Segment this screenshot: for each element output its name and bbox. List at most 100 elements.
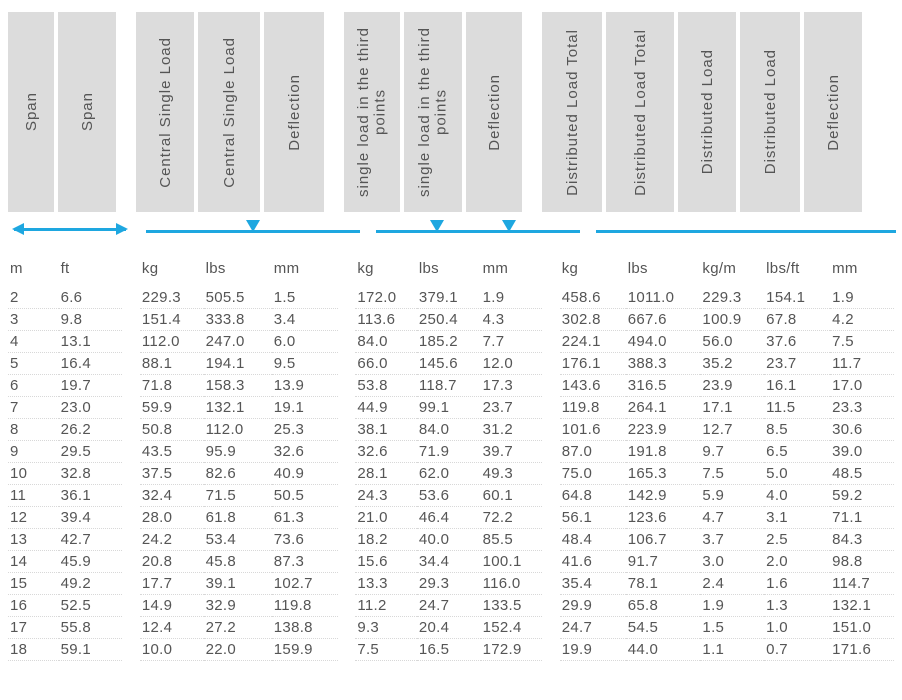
data-cell: 494.0 [626,331,701,353]
gap-cell [338,617,356,639]
gap-cell [122,309,140,331]
data-cell: 15 [8,573,59,595]
span-double-arrow-icon [14,228,126,231]
data-cell: 19.9 [560,639,626,661]
third-load-marker-b-icon [502,220,516,232]
third-load-marker-a-icon [430,220,444,232]
data-cell: 7.5 [355,639,417,661]
data-cell: 102.7 [272,573,338,595]
column-header-label: Span [23,92,40,131]
data-cell: 8 [8,419,59,441]
gap-cell [542,617,560,639]
data-cell: 112.0 [204,419,272,441]
data-cell: 53.8 [355,375,417,397]
table-row: 39.8151.4333.83.4113.6250.44.3302.8667.6… [8,309,894,331]
data-cell: 9.7 [700,441,764,463]
column-header-label: Distributed Load [699,49,716,174]
table-row: 1032.837.582.640.928.162.049.375.0165.37… [8,463,894,485]
data-cell: 99.1 [417,397,481,419]
unit-cell: kg [560,256,626,287]
gap-cell [122,507,140,529]
data-cell: 38.1 [355,419,417,441]
data-cell: 250.4 [417,309,481,331]
data-cell: 247.0 [204,331,272,353]
data-cell: 26.2 [59,419,123,441]
unit-cell: m [8,256,59,287]
data-cell: 35.4 [560,573,626,595]
data-cell: 25.3 [272,419,338,441]
data-cell: 158.3 [204,375,272,397]
data-cell: 49.2 [59,573,123,595]
data-cell: 71.9 [417,441,481,463]
gap-cell [338,331,356,353]
gap-cell [542,529,560,551]
gap-cell [338,441,356,463]
data-cell: 2.5 [764,529,830,551]
gap-cell [338,507,356,529]
data-cell: 91.7 [626,551,701,573]
table-row: 413.1112.0247.06.084.0185.27.7224.1494.0… [8,331,894,353]
gap-cell [542,485,560,507]
gap-cell [122,617,140,639]
data-cell: 165.3 [626,463,701,485]
data-cell: 11 [8,485,59,507]
gap-cell [122,353,140,375]
unit-cell: mm [481,256,543,287]
data-cell: 264.1 [626,397,701,419]
table-row: 619.771.8158.313.953.8118.717.3143.6316.… [8,375,894,397]
data-cell: 84.0 [417,419,481,441]
data-cell: 2 [8,287,59,309]
data-cell: 53.4 [204,529,272,551]
column-header-label: Central Single Load [221,37,238,188]
unit-cell: mm [272,256,338,287]
data-cell: 132.1 [204,397,272,419]
gap-cell [542,256,560,287]
data-cell: 36.1 [59,485,123,507]
data-cell: 40.0 [417,529,481,551]
data-cell: 159.9 [272,639,338,661]
data-cell: 1.1 [700,639,764,661]
data-cell: 1.9 [830,287,894,309]
data-cell: 1.0 [764,617,830,639]
data-cell: 67.8 [764,309,830,331]
data-cell: 32.6 [355,441,417,463]
data-cell: 16.1 [764,375,830,397]
data-table: mftkglbsmmkglbsmmkglbskg/mlbs/ftmm26.622… [8,256,894,661]
data-cell: 224.1 [560,331,626,353]
data-cell: 23.3 [830,397,894,419]
data-cell: 145.6 [417,353,481,375]
column-header-label: Span [79,92,96,131]
data-cell: 151.4 [140,309,204,331]
gap-cell [338,309,356,331]
data-cell: 56.1 [560,507,626,529]
group-underline-third [376,230,580,233]
column-header: single load in the third points [404,12,462,212]
data-cell: 100.1 [481,551,543,573]
data-cell: 49.3 [481,463,543,485]
gap-cell [542,573,560,595]
column-header: Distributed Load Total [606,12,674,212]
data-cell: 12.0 [481,353,543,375]
data-cell: 667.6 [626,309,701,331]
gap-cell [122,441,140,463]
data-cell: 61.3 [272,507,338,529]
data-cell: 85.5 [481,529,543,551]
data-cell: 39.7 [481,441,543,463]
data-cell: 20.8 [140,551,204,573]
data-cell: 4.3 [481,309,543,331]
data-cell: 40.9 [272,463,338,485]
data-cell: 9 [8,441,59,463]
unit-cell: mm [830,256,894,287]
data-cell: 71.5 [204,485,272,507]
gap-cell [122,256,140,287]
data-cell: 32.9 [204,595,272,617]
gap-cell [338,256,356,287]
data-cell: 133.5 [481,595,543,617]
data-cell: 9.3 [355,617,417,639]
data-cell: 35.2 [700,353,764,375]
data-cell: 1.5 [272,287,338,309]
data-cell: 2.0 [764,551,830,573]
data-cell: 62.0 [417,463,481,485]
column-header: Distributed Load [678,12,736,212]
data-cell: 43.5 [140,441,204,463]
